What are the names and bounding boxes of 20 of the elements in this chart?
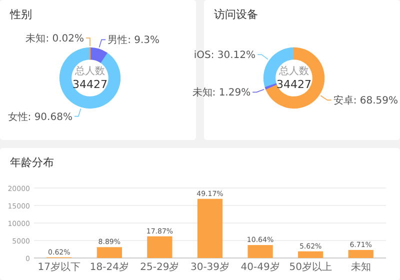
x-tick-label: 17岁以下 [38,261,81,273]
slice-label: 女性: 90.68% [8,110,72,123]
x-tick-label: 30-39岁 [190,261,230,273]
slice-label: 男性: 9.3% [108,34,160,46]
slice-label: 未知: 1.29% [192,86,251,99]
chart-title: 性别 [9,8,32,21]
x-tick-label: 40-49岁 [240,261,280,273]
x-tick-label: 18-24岁 [90,261,129,273]
slice-label: 未知: 0.02% [26,32,84,44]
text: 总人数 [74,65,105,77]
text: 总人数 [278,65,309,77]
x-tick-label: 50岁以上 [289,261,332,273]
x-tick-label: 25-29岁 [140,261,180,273]
x-tick-label: 未知 [350,261,371,273]
text: 34427 [72,78,108,91]
chart-title: 年龄分布 [10,156,54,169]
slice-label: iOS: 30.12% [194,50,256,62]
chart-title: 访问设备 [214,8,258,21]
text: 34427 [276,78,312,91]
slice-label: 安卓: 68.59% [333,94,398,107]
